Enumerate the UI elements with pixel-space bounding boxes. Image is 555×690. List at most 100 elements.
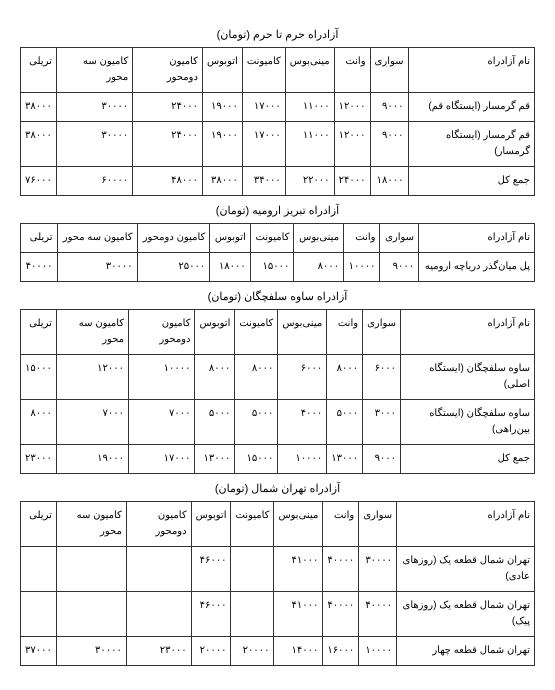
table-cell: ساوه سلفچگان (ایستگاه اصلی): [401, 355, 535, 400]
column-header: کامیونت: [231, 502, 274, 547]
table-row: ساوه سلفچگان (ایستگاه اصلی)۶۰۰۰۸۰۰۰۶۰۰۰۸…: [21, 355, 535, 400]
table-cell: ۱۱۰۰۰: [285, 122, 334, 167]
table-cell: ۴۶۰۰۰: [191, 547, 231, 592]
table-row: جمع کل۹۰۰۰۱۳۰۰۰۱۰۰۰۰۱۵۰۰۰۱۳۰۰۰۱۷۰۰۰۱۹۰۰۰…: [21, 445, 535, 474]
table-cell: ۴۰۰۰۰: [323, 592, 359, 637]
table-cell: جمع کل: [408, 167, 534, 196]
table-row: ساوه سلفچگان (ایستگاه بین‌راهی)۳۰۰۰ ۵۰۰۰ ۴…: [21, 400, 535, 445]
column-header: کامیون سه محور: [56, 310, 128, 355]
table-cell: ۱۹۰۰۰: [202, 93, 242, 122]
table-cell: ۲۳۰۰۰: [126, 637, 191, 666]
table-cell: ۱۳۰۰۰: [195, 445, 235, 474]
column-header: تریلی: [21, 48, 57, 93]
table-row: تهران شمال قطعه یک (روزهای عادی)۳۰۰۰۰۴۰۰…: [21, 547, 535, 592]
table-row: تهران شمال قطعه چهار۱۰۰۰۰۱۶۰۰۰۱۴۰۰۰۲۰۰۰۰…: [21, 637, 535, 666]
table-row: قم گرمسار (ایستگاه گرمسار)۹۰۰۰۱۲۰۰۰۱۱۰۰۰…: [21, 122, 535, 167]
table-cell: ۱۴۰۰۰: [274, 637, 323, 666]
table-cell: ۸۰۰۰: [195, 355, 235, 400]
table-cell: ۱۰۰۰۰: [129, 355, 195, 400]
table-cell: ۱۲۰۰۰: [334, 93, 370, 122]
table-cell: ۴۱۰۰۰: [274, 547, 323, 592]
section-title: آزادراه تهران شمال (تومان): [20, 482, 535, 495]
table-cell: ساوه سلفچگان (ایستگاه بین‌راهی): [401, 400, 535, 445]
column-header: کامیونت: [235, 310, 278, 355]
table-cell: ۵۰۰۰: [195, 400, 235, 445]
column-header: کامیون دومحور: [129, 310, 195, 355]
column-header: کامیونت: [242, 48, 285, 93]
table-cell: ۱۵۰۰۰: [235, 445, 278, 474]
column-header: نام آزادراه: [408, 48, 534, 93]
table-cell: [126, 592, 191, 637]
section-title: آزادراه تبریز ارومیه (تومان): [20, 204, 535, 217]
table-row: پل میان‌گذر دریاچه ارومیه۹۰۰۰۱۰۰۰۰۸۰۰۰۱۵…: [21, 253, 535, 282]
column-header: کامیون دومحور: [137, 224, 210, 253]
table-cell: ۴۰۰۰۰: [359, 592, 397, 637]
table-cell: ۲۴۰۰۰: [133, 93, 203, 122]
table-cell: ۳۷۰۰۰: [21, 637, 57, 666]
column-header: وانت: [334, 48, 370, 93]
table-cell: ۴۸۰۰۰: [133, 167, 203, 196]
table-cell: ۱۸۰۰۰: [210, 253, 251, 282]
table-cell: ۴۶۰۰۰: [191, 592, 231, 637]
table-cell: ۴۱۰۰۰: [274, 592, 323, 637]
table-cell: ۶۰۰۰: [278, 355, 327, 400]
column-header: اتوبوس: [195, 310, 235, 355]
table-cell: ۱۰۰۰۰: [359, 637, 397, 666]
column-header: کامیون دومحور: [126, 502, 191, 547]
table-cell: ۱۸۰۰۰: [370, 167, 408, 196]
table-cell: ۳۰۰۰۰: [56, 93, 132, 122]
table-cell: ۳۰۰۰۰: [57, 253, 137, 282]
column-header: سواری: [370, 48, 408, 93]
table-cell: ۱۹۰۰۰: [56, 445, 128, 474]
table-cell: جمع کل: [401, 445, 535, 474]
table-cell: ۴۰۰۰۰: [21, 253, 58, 282]
toll-table: نام آزادراهسواریوانتمینی‌بوسکامیونتاتوبو…: [20, 309, 535, 474]
table-cell: [231, 592, 274, 637]
column-header: کامیون سه محور: [57, 224, 137, 253]
table-cell: ۷۰۰۰: [56, 400, 128, 445]
table-cell: ۱۵۰۰۰: [21, 355, 57, 400]
table-cell: تهران شمال قطعه چهار: [397, 637, 535, 666]
table-cell: ۱۲۰۰۰: [334, 122, 370, 167]
column-header: سواری: [380, 224, 419, 253]
table-cell: ۴۰۰۰: [278, 400, 327, 445]
table-cell: ۸۰۰۰: [327, 355, 363, 400]
column-header: کامیون سه محور: [56, 502, 126, 547]
column-header: نام آزادراه: [419, 224, 535, 253]
section-title: آزادراه ساوه سلفچگان (تومان): [20, 290, 535, 303]
table-cell: ۹۰۰۰: [380, 253, 419, 282]
table-cell: ۲۴۰۰۰: [334, 167, 370, 196]
table-cell: [56, 547, 126, 592]
table-cell: ۱۹۰۰۰: [202, 122, 242, 167]
table-cell: ۲۳۰۰۰: [21, 445, 57, 474]
table-cell: ۷۰۰۰: [129, 400, 195, 445]
table-cell: ۸۰۰۰: [21, 400, 57, 445]
table-cell: ۳۰۰۰: [363, 400, 401, 445]
table-cell: ۲۰۰۰۰: [191, 637, 231, 666]
table-cell: [21, 547, 57, 592]
table-cell: ۸۰۰۰: [235, 355, 278, 400]
column-header: کامیونت: [250, 224, 294, 253]
column-header: نام آزادراه: [401, 310, 535, 355]
table-cell: ۲۰۰۰۰: [231, 637, 274, 666]
table-cell: ۲۵۰۰۰: [137, 253, 210, 282]
column-header: مینی‌بوس: [285, 48, 334, 93]
table-cell: ۳۰۰۰۰: [56, 122, 132, 167]
table-cell: ۱۱۰۰۰: [285, 93, 334, 122]
table-cell: ۴۰۰۰۰: [323, 547, 359, 592]
table-cell: قم گرمسار (ایستگاه قم): [408, 93, 534, 122]
table-cell: ۱۲۰۰۰: [56, 355, 128, 400]
toll-table: نام آزادراهسواریوانتمینی‌بوسکامیونتاتوبو…: [20, 47, 535, 196]
table-cell: ۳۴۰۰۰: [242, 167, 285, 196]
table-cell: ۱۷۰۰۰: [129, 445, 195, 474]
table-cell: [231, 547, 274, 592]
toll-table: نام آزادراهسواریوانتمینی‌بوسکامیونتاتوبو…: [20, 223, 535, 282]
column-header: کامیون سه محور: [56, 48, 132, 93]
table-cell: پل میان‌گذر دریاچه ارومیه: [419, 253, 535, 282]
table-cell: تهران شمال قطعه یک (روزهای عادی): [397, 547, 535, 592]
table-cell: [21, 592, 57, 637]
table-cell: ۸۰۰۰: [294, 253, 344, 282]
table-cell: ۹۰۰۰: [363, 445, 401, 474]
column-header: سواری: [359, 502, 397, 547]
table-cell: ۲۴۰۰۰: [133, 122, 203, 167]
